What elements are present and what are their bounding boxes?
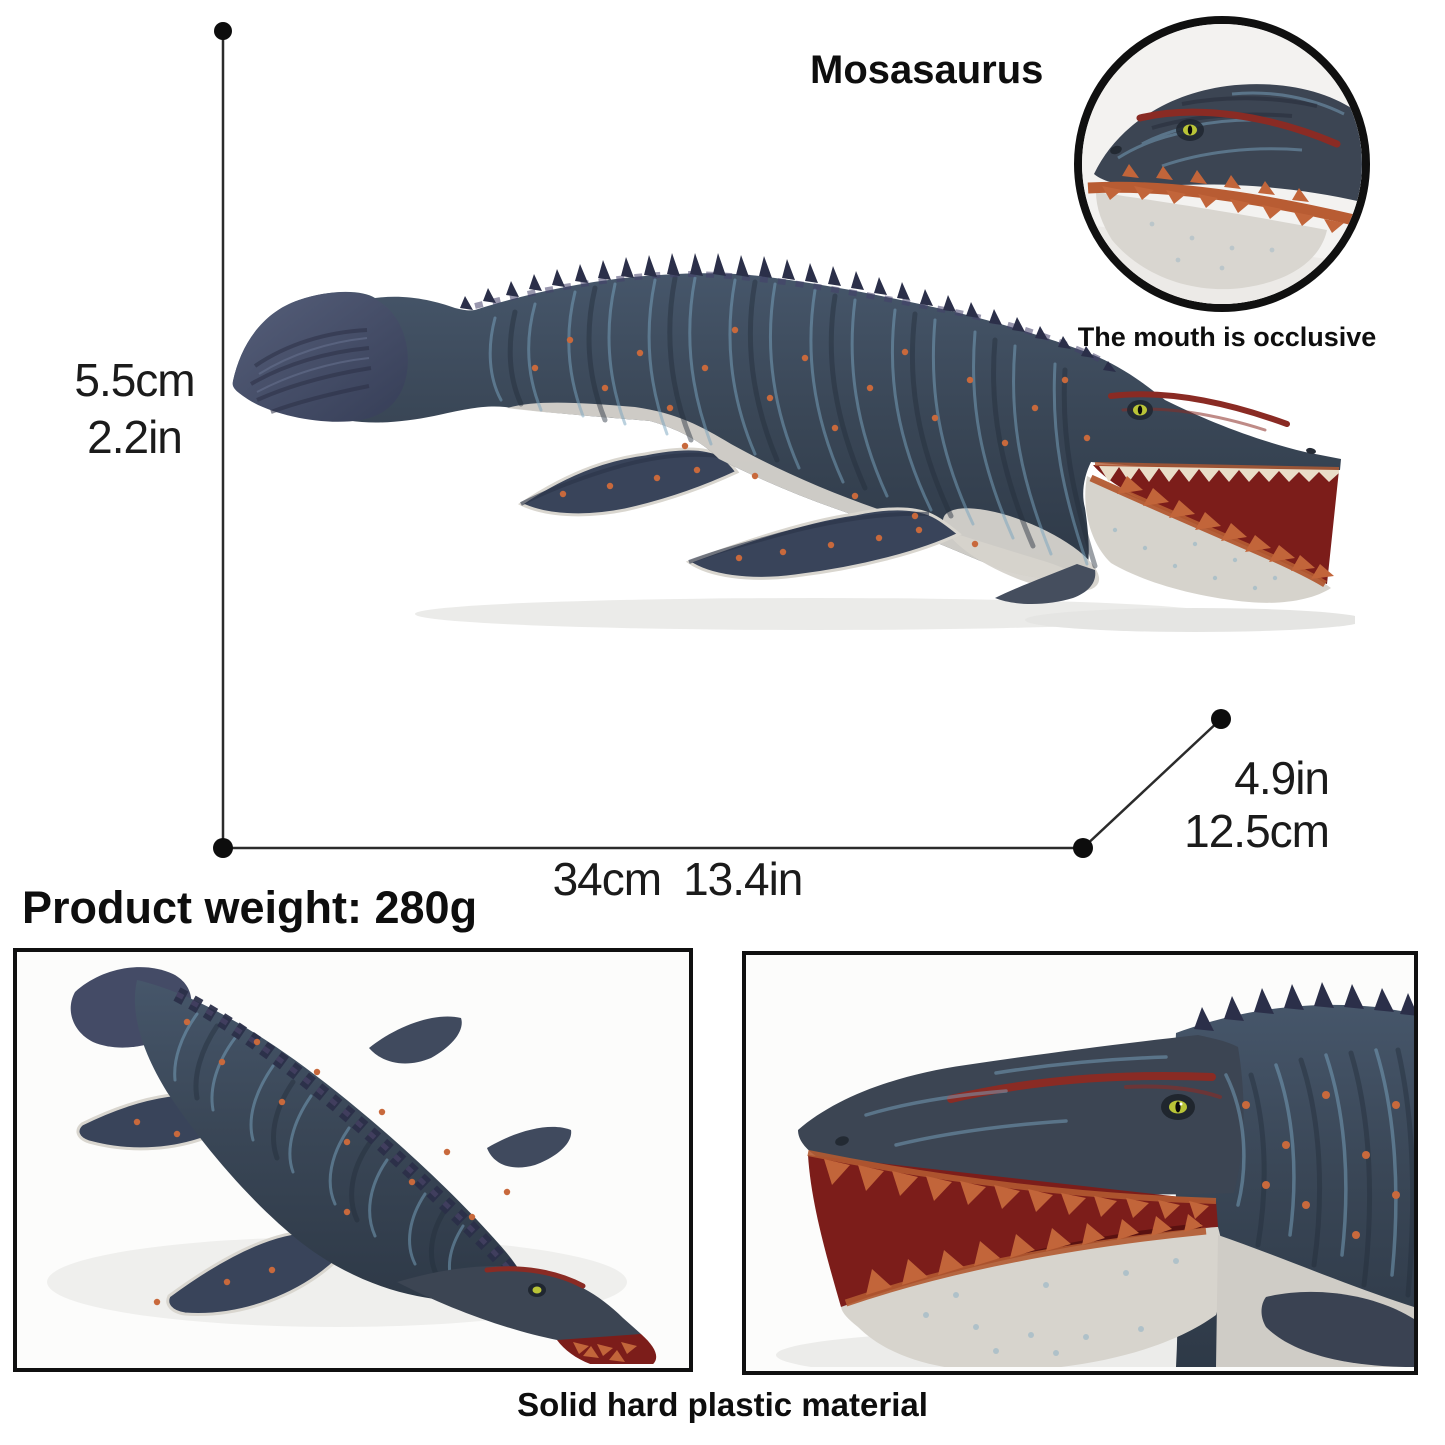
floor-shadow xyxy=(415,598,1355,632)
height-in: 2.2in xyxy=(87,411,183,463)
closeup-eye xyxy=(1161,1094,1195,1120)
topview-head xyxy=(397,1265,641,1344)
material-caption: Solid hard plastic material xyxy=(517,1386,928,1423)
topview-front-right-flipper xyxy=(369,1016,462,1064)
topview-rear-right-flipper xyxy=(487,1126,572,1168)
length-cm: 34cm xyxy=(552,853,662,905)
dimension-dot xyxy=(213,838,233,858)
length-in: 13.4in xyxy=(683,853,803,905)
lower-teeth xyxy=(1117,476,1334,579)
top-view-photo-box xyxy=(13,948,693,1372)
topview-body xyxy=(134,980,531,1302)
topview-eye xyxy=(528,1283,546,1297)
depth-cm: 12.5cm xyxy=(1184,805,1330,857)
closeup-lower-teeth xyxy=(866,1214,1203,1295)
front-flipper xyxy=(685,507,962,580)
lower-jaw xyxy=(1085,476,1331,603)
main-product-photo xyxy=(232,253,1355,632)
inset-photo-closed-mouth xyxy=(1074,16,1370,312)
rear-flipper xyxy=(518,447,740,517)
dimension-dot xyxy=(214,22,232,40)
dimension-dot xyxy=(1073,838,1093,858)
inset-nostril xyxy=(1110,145,1122,155)
dimension-dot xyxy=(1211,709,1231,729)
dorsal-spikes xyxy=(460,253,1116,372)
length-dimension-label: 34cm 13.4in xyxy=(455,851,900,908)
inset-gum-line xyxy=(1087,181,1356,226)
depth-in: 4.9in xyxy=(1234,752,1330,804)
inset-teeth xyxy=(1102,164,1344,233)
eye xyxy=(1127,400,1153,420)
closeup-lower-jaw xyxy=(841,1227,1224,1367)
product-weight: Product weight: 280g xyxy=(22,882,478,933)
far-flipper xyxy=(995,564,1096,604)
inset-caption: The mouth is occlusive xyxy=(1077,322,1377,352)
head-closeup-photo-box xyxy=(742,951,1418,1375)
nostril xyxy=(1306,447,1316,455)
inset-eye xyxy=(1176,119,1204,141)
inset-lower-jaw xyxy=(1096,192,1327,290)
closeup-nostril xyxy=(835,1136,849,1146)
closeup-upper-teeth xyxy=(824,1159,1209,1219)
depth-dimension-label: 4.9in 12.5cm xyxy=(1077,752,1330,858)
closeup-front-flipper xyxy=(1261,1291,1414,1367)
head xyxy=(1085,391,1340,603)
height-cm: 5.5cm xyxy=(74,354,195,406)
product-title: Mosasaurus xyxy=(810,48,1044,92)
depth-dimension-line xyxy=(1082,718,1222,849)
height-dimension-label: 5.5cm 2.2in xyxy=(52,352,217,466)
orange-spots xyxy=(531,326,1091,548)
